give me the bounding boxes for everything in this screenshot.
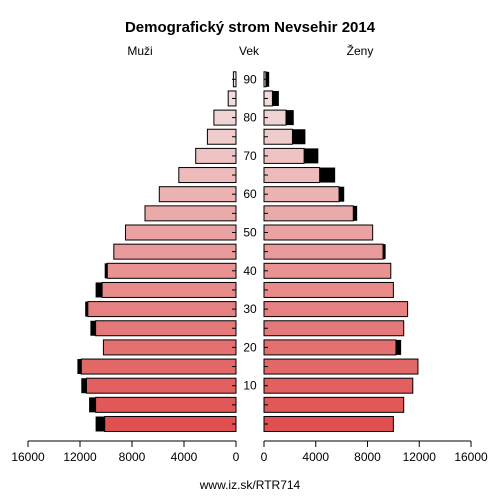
female-x-tick-label: 0	[261, 450, 268, 464]
male-bar-20-24	[102, 339, 237, 356]
female-bar-5-9	[263, 396, 405, 413]
age-header: Vek	[239, 44, 260, 58]
male-surplus-0-4	[95, 416, 105, 432]
female-surplus-65-69	[319, 167, 336, 183]
female-bars	[263, 71, 419, 432]
female-header: Ženy	[347, 43, 374, 58]
female-bar-35-39	[263, 281, 394, 298]
male-header: Muži	[127, 44, 152, 58]
male-surplus-40-44	[104, 263, 108, 279]
female-surplus-55-59	[353, 205, 358, 221]
male-x-axis: 16000 12000 8000 4000 0	[11, 440, 240, 464]
female-bar-25-29	[263, 320, 405, 337]
female-x-tick-label: 4000	[302, 450, 329, 464]
male-surplus-15-19	[77, 359, 82, 375]
male-bar-45-49	[113, 243, 237, 260]
age-axis: 10 20 30 40 50 60 70 80 90	[232, 72, 268, 425]
female-surplus-70-74	[304, 148, 319, 164]
male-bar-35-39	[101, 281, 237, 298]
male-bar-15-19	[80, 358, 237, 375]
age-tick-label: 50	[243, 226, 257, 240]
female-x-tick-label: 12000	[403, 450, 437, 464]
age-tick-label: 80	[243, 111, 257, 125]
male-surplus-35-39	[95, 282, 103, 298]
female-bar-20-24	[263, 339, 397, 356]
male-bar-65-69	[178, 167, 237, 184]
male-surplus-25-29	[90, 320, 96, 336]
male-surplus-30-34	[85, 301, 88, 317]
age-tick-label: 40	[243, 264, 257, 278]
female-surplus-20-24	[395, 339, 402, 355]
female-x-axis: 0 4000 8000 12000 16000	[261, 440, 488, 464]
female-bar-50-54	[263, 224, 374, 241]
female-bar-45-49	[263, 243, 384, 260]
age-tick-label: 90	[243, 72, 257, 86]
male-surplus-5-9	[89, 397, 96, 413]
male-surplus-10-14	[81, 378, 87, 394]
female-bar-40-44	[263, 262, 392, 279]
male-x-tick-label: 12000	[63, 450, 97, 464]
source-footer: www.iz.sk/RTR714	[199, 478, 301, 492]
male-bar-55-59	[144, 205, 237, 222]
female-x-tick-label: 16000	[454, 450, 488, 464]
male-x-tick-label: 8000	[119, 450, 146, 464]
female-surplus-85-89	[272, 90, 279, 106]
age-tick-label: 60	[243, 187, 257, 201]
male-bar-75-79	[206, 128, 237, 145]
female-bar-65-69	[263, 167, 321, 184]
male-bar-70-74	[195, 147, 237, 164]
male-x-tick-label: 0	[233, 450, 240, 464]
female-surplus-45-49	[383, 244, 386, 260]
male-x-tick-label: 4000	[171, 450, 198, 464]
female-bar-55-59	[263, 205, 354, 222]
female-surplus-60-64	[339, 186, 345, 202]
male-bar-60-64	[158, 186, 237, 203]
male-bar-50-54	[125, 224, 237, 241]
female-x-tick-label: 8000	[354, 450, 381, 464]
female-bar-30-34	[263, 301, 409, 318]
female-bar-60-64	[263, 186, 340, 203]
male-x-tick-label: 16000	[11, 450, 45, 464]
female-surplus-80-84	[285, 110, 294, 126]
female-bar-0-4	[263, 416, 394, 432]
male-bar-0-4	[104, 416, 237, 432]
female-surplus-75-79	[292, 129, 306, 145]
age-tick-label: 70	[243, 149, 257, 163]
male-bar-10-14	[86, 377, 237, 394]
male-bar-30-34	[87, 301, 237, 318]
age-tick-label: 30	[243, 302, 257, 316]
male-bar-5-9	[95, 396, 237, 413]
age-tick-label: 20	[243, 340, 257, 354]
female-bar-10-14	[263, 377, 414, 394]
male-bar-25-29	[95, 320, 237, 337]
male-bars	[77, 71, 237, 432]
female-bar-70-74	[263, 147, 305, 164]
female-bar-15-19	[263, 358, 419, 375]
chart-title: Demografický strom Nevsehir 2014	[125, 19, 376, 36]
male-bar-40-44	[106, 262, 237, 279]
female-bar-75-79	[263, 128, 293, 145]
age-tick-label: 10	[243, 379, 257, 393]
